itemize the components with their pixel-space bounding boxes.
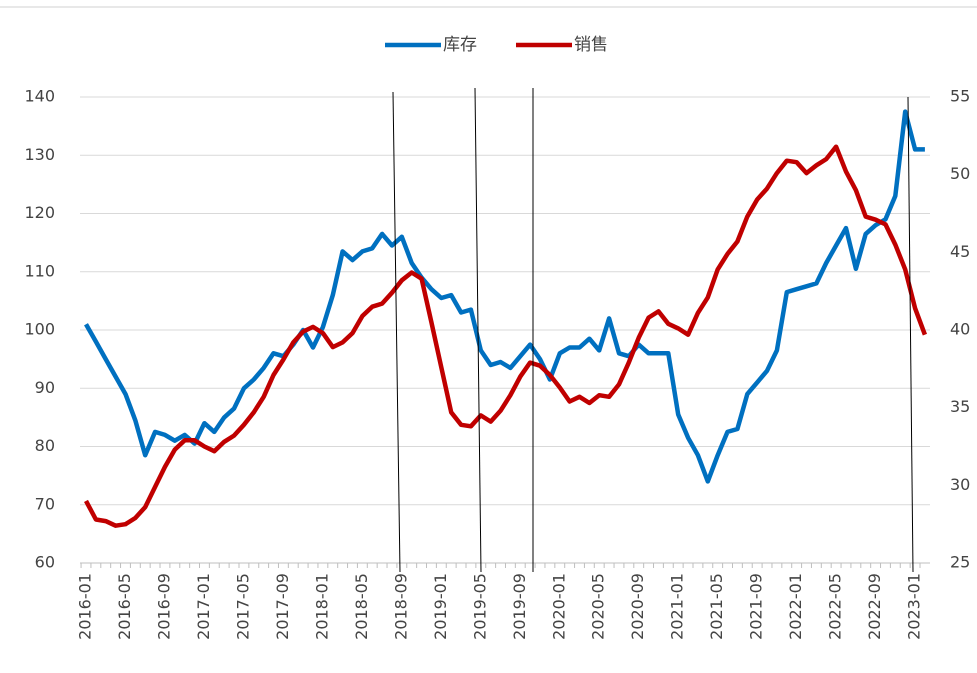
x-tick-label: 2017-01 — [194, 573, 213, 640]
x-tick-label: 2017-05 — [233, 573, 252, 640]
y2-tick-label: 50 — [950, 164, 970, 183]
y-tick-label: 80 — [35, 436, 55, 455]
y-tick-label: 70 — [35, 494, 55, 513]
x-tick-label: 2018-09 — [391, 573, 410, 640]
y-tick-label: 140 — [24, 87, 55, 106]
x-tick-label: 2018-05 — [352, 573, 371, 640]
lines — [84, 109, 928, 528]
x-tick-label: 2021-05 — [707, 573, 726, 640]
y-tick-label: 110 — [24, 261, 55, 280]
y-tick-label: 60 — [35, 553, 55, 572]
y-tick-label: 100 — [24, 320, 55, 339]
x-tick-label: 2018-01 — [312, 573, 331, 640]
x-tick-label: 2022-09 — [865, 573, 884, 640]
x-tick-label: 2016-05 — [115, 573, 134, 640]
x-tick-label: 2016-09 — [154, 573, 173, 640]
x-tick-label: 2021-01 — [668, 573, 687, 640]
y-tick-label: 120 — [24, 203, 55, 222]
x-tick-label: 2022-05 — [826, 573, 845, 640]
annotation-line — [474, 87, 482, 573]
x-tick-label: 2020-05 — [589, 573, 608, 640]
y2-tick-label: 40 — [950, 320, 970, 339]
x-tick-label: 2019-09 — [510, 573, 529, 640]
series-line — [84, 144, 928, 528]
x-tick-label: 2023-01 — [905, 573, 924, 640]
series-line — [84, 109, 925, 484]
x-tick-label: 2019-01 — [431, 573, 450, 640]
annotation-line — [392, 91, 401, 573]
annotation-lines — [392, 87, 914, 573]
x-tick-label: 2020-01 — [549, 573, 568, 640]
x-tick-label: 2019-05 — [470, 573, 489, 640]
grid — [80, 96, 930, 568]
x-tick-label: 2021-09 — [747, 573, 766, 640]
x-tick-label: 2022-01 — [786, 573, 805, 640]
x-tick-label: 2016-01 — [76, 573, 95, 640]
x-tick-label: 2017-09 — [273, 573, 292, 640]
labels: 60 70 80 90 100 110 120 130 140 25 30 35 40 45 50 55 201… — [24, 87, 970, 640]
y-tick-label: 130 — [24, 145, 55, 164]
y2-tick-label: 35 — [950, 397, 970, 416]
legend-label: 销售 — [574, 35, 608, 55]
y2-tick-label: 55 — [950, 87, 970, 106]
legend: 库存 销售 — [385, 35, 608, 55]
x-tick-label: 2020-09 — [628, 573, 647, 640]
y2-tick-label: 30 — [950, 475, 970, 494]
y2-tick-label: 45 — [950, 242, 970, 261]
y2-tick-label: 25 — [950, 553, 970, 572]
legend-label: 库存 — [443, 35, 477, 55]
y-tick-label: 90 — [35, 378, 55, 397]
annotation-line — [907, 96, 914, 573]
